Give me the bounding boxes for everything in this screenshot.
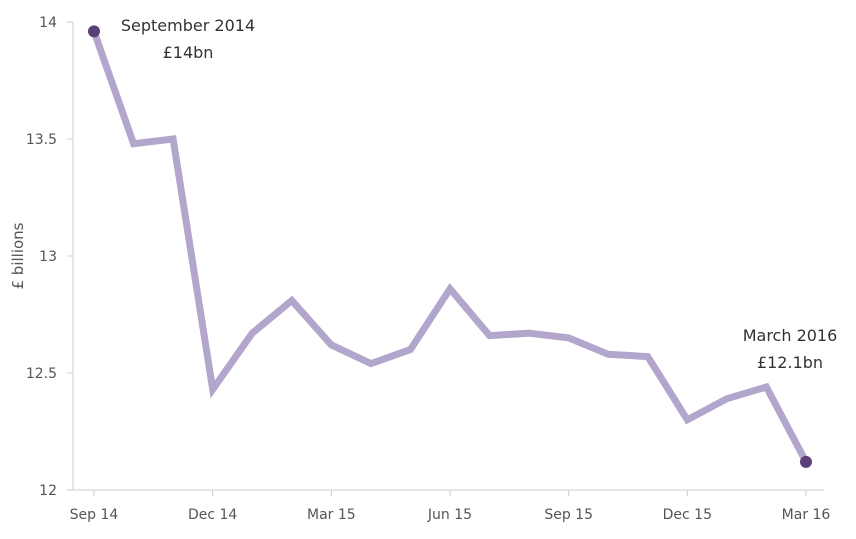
annotation-value: £12.1bn: [757, 353, 823, 372]
x-tick-label: Jun 15: [427, 507, 472, 523]
series-line: [90, 27, 810, 466]
x-tick-label: Dec 14: [188, 507, 237, 523]
chart-axes: [72, 22, 824, 491]
highlight-point: [88, 25, 100, 38]
y-axis-ticks: 12 12.5 13 13.5 14: [26, 15, 73, 499]
y-tick-label: 13.5: [26, 132, 57, 148]
series-group: [90, 27, 810, 466]
x-tick-label: Dec 15: [663, 507, 712, 523]
y-tick-label: 12.5: [26, 366, 57, 382]
y-tick-label: 14: [39, 15, 57, 31]
y-tick-label: 12: [39, 483, 57, 499]
annotation-value: £14bn: [163, 43, 214, 62]
annotation-date: September 2014: [121, 16, 255, 35]
y-tick-label: 13: [39, 249, 57, 265]
x-tick-label: Mar 15: [307, 507, 356, 523]
x-tick-label: Sep 15: [544, 507, 593, 523]
annotations: September 2014 £14bn March 2016 £12.1bn: [88, 16, 837, 468]
highlight-point: [800, 455, 812, 468]
x-axis-ticks: Sep 14 Dec 14 Mar 15 Jun 15 Sep 15 Dec 15 Mar …: [70, 490, 831, 523]
x-tick-label: Sep 14: [70, 507, 119, 523]
annotation-date: March 2016: [743, 326, 838, 345]
x-tick-label: Mar 16: [782, 507, 831, 523]
y-axis-title: £ billions: [9, 222, 27, 289]
